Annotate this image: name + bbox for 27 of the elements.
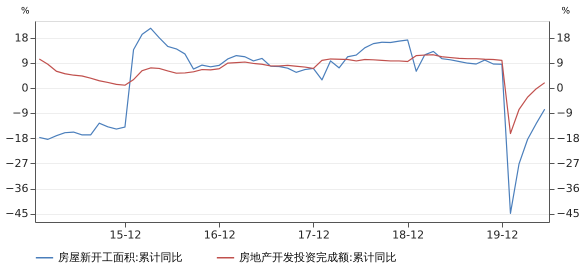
y-tick-label: 0 [22, 82, 28, 94]
y2-tick-label: −9 [556, 106, 573, 120]
x-tick-label: 18-12 [392, 228, 424, 242]
y2-tick-label: 9 [556, 56, 564, 70]
line-series [38, 54, 546, 134]
legend-label: 房地产开发投资完成额:累计同比 [239, 250, 397, 264]
y2-tick-label: 18 [556, 31, 570, 44]
x-tick-label: 19-12 [486, 228, 518, 242]
y-tick-label: −18 [5, 132, 28, 145]
y2-tick-label: −36 [556, 182, 580, 195]
x-tick-label: 15-12 [109, 228, 142, 242]
x-tick-label: 17-12 [298, 228, 330, 242]
y-tick-label: 9 [22, 56, 28, 70]
x-tick-label: 16-12 [204, 228, 236, 242]
y-tick-label: −36 [5, 182, 28, 195]
y-tick-label: −27 [5, 156, 28, 170]
y2-tick-label: −45 [556, 207, 580, 220]
y-tick-label: −45 [5, 207, 28, 220]
legend-label: 房屋新开工面积:累计同比 [58, 250, 183, 264]
y2-tick-label: −27 [556, 156, 580, 170]
y-tick-label: −9 [12, 106, 28, 120]
y2-tick-label: −18 [556, 132, 580, 145]
y2-axis-title: % [562, 6, 570, 16]
y-axis-title: % [20, 6, 30, 16]
line-series [38, 28, 546, 214]
y2-tick-label: 0 [556, 82, 564, 94]
y-tick-label: 18 [14, 31, 28, 44]
